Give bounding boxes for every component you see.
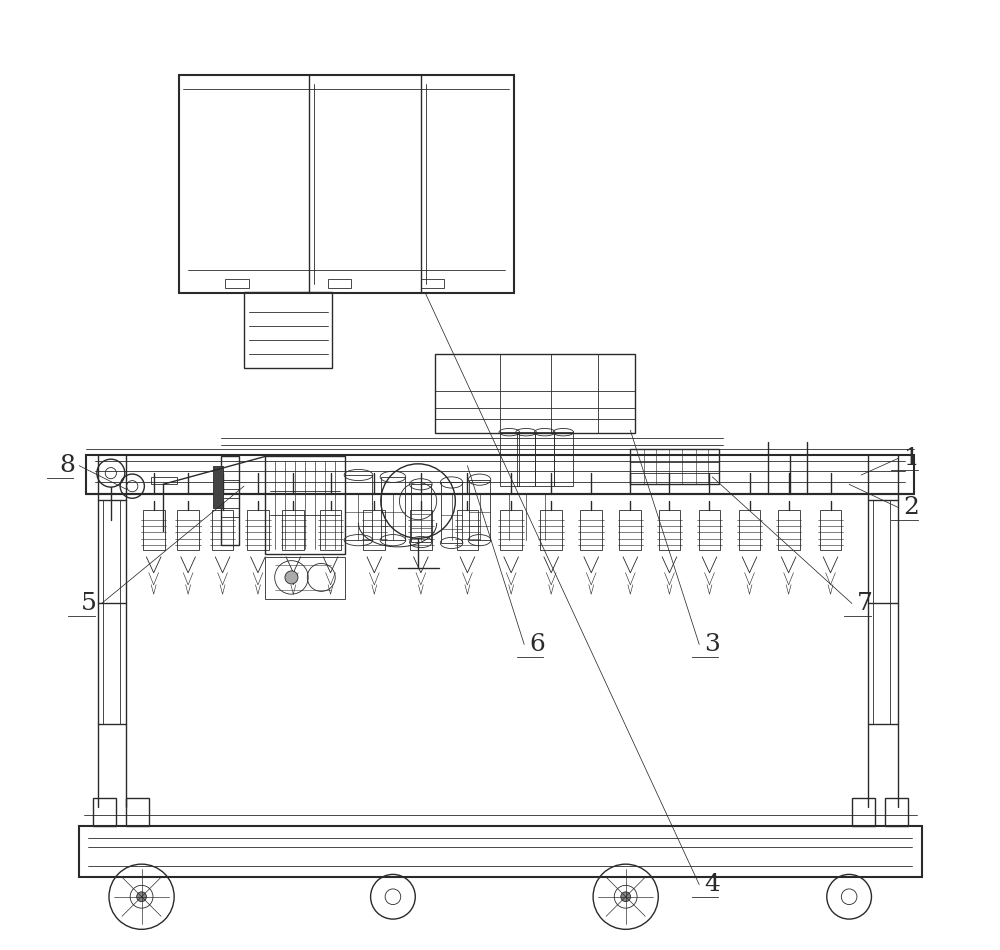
Bar — [381, 477, 405, 541]
Text: 2: 2 — [904, 496, 919, 519]
Bar — [179, 75, 514, 294]
Text: 7: 7 — [857, 592, 873, 615]
Text: 1: 1 — [904, 446, 919, 469]
Bar — [221, 456, 239, 545]
Circle shape — [285, 571, 298, 584]
Bar — [630, 449, 719, 484]
Bar — [441, 483, 462, 543]
Bar — [421, 278, 444, 288]
Bar — [469, 480, 490, 541]
Text: 8: 8 — [59, 454, 75, 477]
Bar — [659, 510, 680, 550]
Bar — [177, 510, 199, 550]
Bar — [852, 798, 875, 826]
Bar — [86, 454, 914, 494]
Bar — [247, 510, 269, 550]
Bar — [328, 278, 351, 288]
Bar — [619, 510, 641, 550]
Bar — [554, 432, 573, 486]
Bar — [457, 510, 478, 550]
Bar — [282, 510, 304, 550]
Bar — [885, 798, 908, 826]
Bar — [244, 292, 332, 368]
Circle shape — [621, 892, 631, 902]
Bar — [500, 510, 522, 550]
Bar — [126, 798, 149, 826]
Text: 5: 5 — [81, 592, 96, 615]
Text: 3: 3 — [704, 633, 720, 656]
Bar — [739, 510, 760, 550]
Text: 4: 4 — [704, 873, 720, 896]
Bar — [540, 510, 562, 550]
Bar — [213, 466, 223, 507]
Text: 6: 6 — [529, 633, 545, 656]
Bar — [212, 510, 233, 550]
Bar — [265, 456, 345, 554]
Bar — [151, 477, 177, 484]
Bar — [345, 475, 372, 541]
Bar — [225, 278, 249, 288]
Bar — [265, 557, 345, 598]
Bar — [820, 510, 841, 550]
Bar — [500, 432, 519, 486]
Bar — [363, 510, 385, 550]
Bar — [320, 510, 341, 550]
Bar — [517, 432, 535, 486]
Bar — [778, 510, 800, 550]
Bar — [410, 510, 432, 550]
Bar — [411, 484, 431, 542]
Bar — [93, 798, 116, 826]
Bar — [435, 354, 635, 433]
Bar — [535, 432, 554, 486]
Bar — [79, 826, 922, 877]
Bar — [699, 510, 720, 550]
Bar — [580, 510, 602, 550]
Bar — [143, 510, 165, 550]
Circle shape — [137, 892, 146, 902]
